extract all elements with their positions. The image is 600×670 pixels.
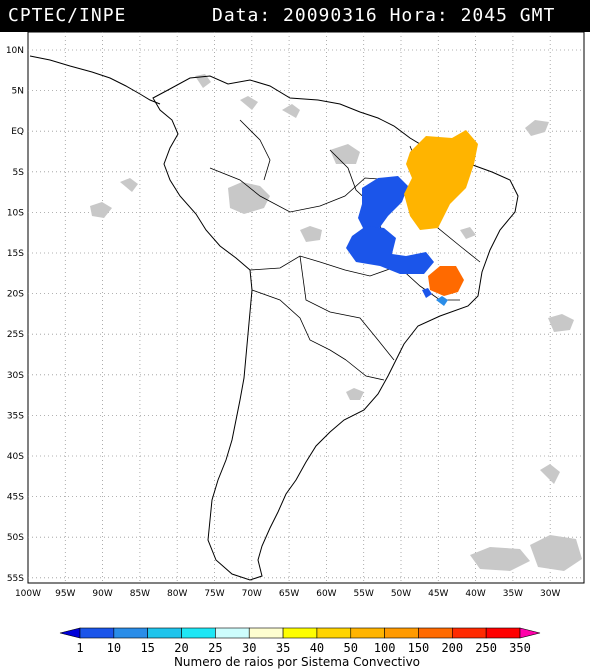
lon-label: 60W [316,589,336,599]
colorbar-box [316,627,352,639]
colorbar-label: 15 [140,641,154,655]
lat-label: 10S [7,208,24,218]
cloud-patch [470,547,530,571]
lon-label: 80W [167,589,187,599]
cloud-patch [240,96,258,110]
colorbar-label: 10 [107,641,121,655]
lat-label: 40S [7,452,24,462]
lat-label: 5N [12,87,24,97]
lat-label: EQ [11,127,24,137]
axis-ticks: 10N 5N EQ 5S 10S 15S 20S 25S 30S 35S 40S 45S 50S 55S 1… [6,46,561,599]
colorbar-box [215,627,250,639]
lat-label: 15S [7,249,24,259]
border-line [251,289,347,361]
border-line [345,359,385,381]
system-red [428,266,464,296]
colorbar-box [350,627,385,639]
border-line [299,255,395,361]
colorbar-box [282,627,318,639]
cloud-patch [282,104,300,118]
lon-label: 35W [503,589,523,599]
cloud-patch [525,120,549,136]
colorbar-arrow-left [59,627,81,639]
colorbar-label: 1 [76,641,83,655]
system-orange [404,130,478,230]
cloud-patch [90,202,112,218]
lightning-systems [346,130,478,306]
colorbar-label: 40 [310,641,324,655]
date-text: Data: 20090316 [212,5,378,26]
cloud-patches [90,74,582,571]
border-line [209,167,393,213]
lon-label: 40W [465,589,485,599]
colorbar-box [384,627,419,639]
lat-label: 25S [7,330,24,340]
border-line [249,255,399,277]
grid-lines [28,32,584,583]
lat-label: 45S [7,493,24,503]
colorbar-label: 20 [174,641,188,655]
cloud-patch [460,227,476,239]
colorbar-box [418,627,453,639]
system-small-blue-2 [422,288,432,298]
lon-label: 50W [391,589,411,599]
colorbar-box [147,627,182,639]
colorbar-label: 30 [242,641,256,655]
system-small-blue [436,296,448,306]
colorbar-box [452,627,487,639]
lat-label: 55S [7,574,24,584]
system-blue-1 [358,176,408,230]
lat-label: 50S [7,533,24,543]
lat-label: 10N [6,46,24,56]
colorbar-box [79,627,115,639]
lon-label: 95W [55,589,75,599]
colorbar-label: 250 [475,641,497,655]
colorbar-title: Numero de raios por Sistema Convectivo [174,655,420,669]
lon-label: 100W [15,589,41,599]
map-header: CPTEC/INPE Data: 20090316 Hora: 2045 GMT [0,0,590,32]
colorbar-label: 100 [374,641,396,655]
cloud-patch [346,388,364,400]
lat-label: 30S [7,371,24,381]
colorbar-box [181,627,216,639]
cloud-patch [228,182,270,214]
colorbar-box [485,627,521,639]
lon-label: 45W [428,589,448,599]
cloud-patch [530,535,582,571]
plot-frame [27,31,585,584]
colorbar-box [113,627,148,639]
lon-label: 55W [354,589,374,599]
lon-label: 90W [92,589,112,599]
colorbar-arrow-right [519,627,541,639]
cloud-patch [120,178,138,192]
time-text: Hora: 2045 GMT [389,5,556,26]
lat-label: 20S [7,290,24,300]
colorbar-label: 50 [344,641,358,655]
colorbar: 1 10 15 20 25 30 35 40 50 100 150 200 250 350 [59,627,541,655]
cloud-patch [548,314,574,332]
datetime-label: Data: 20090316 Hora: 2045 GMT [212,0,555,32]
lat-label: 5S [13,168,25,178]
colorbar-label: 200 [441,641,463,655]
cloud-patch [330,144,360,164]
lon-label: 85W [130,589,150,599]
lon-label: 30W [540,589,560,599]
colorbar-label: 350 [509,641,531,655]
border-line [239,119,271,181]
central-america-outline [29,55,161,105]
lon-label: 65W [279,589,299,599]
cloud-patch [300,226,322,242]
colorbar-label: 25 [208,641,222,655]
colorbar-label: 150 [408,641,430,655]
source-label: CPTEC/INPE [8,5,127,26]
lon-label: 75W [204,589,224,599]
colorbar-label: 35 [276,641,290,655]
lat-label: 35S [7,411,24,421]
colorbar-box [248,627,284,639]
lon-label: 70W [242,589,262,599]
cloud-patch [540,464,560,484]
system-blue-2 [346,226,434,274]
